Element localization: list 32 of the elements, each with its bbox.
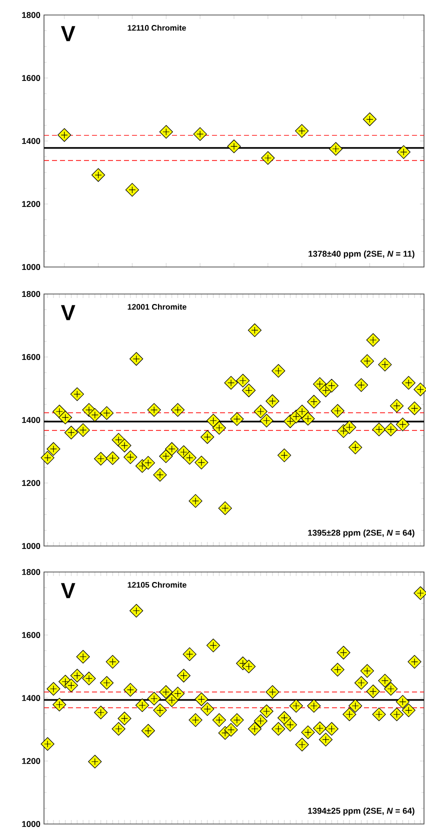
- annotation: V: [60, 26, 76, 42]
- annotation: 1395±28 ppm (2SE, N = 64): [308, 530, 414, 538]
- y-tick-label: 1400: [22, 138, 40, 144]
- point: [58, 128, 72, 142]
- annotation: 1394±25 ppm (2SE, N = 64): [308, 808, 414, 816]
- point: [328, 142, 343, 156]
- annotation: V: [60, 583, 76, 598]
- y-tick-label: 1200: [22, 758, 40, 764]
- y-tick-label: 1200: [22, 201, 40, 207]
- point: [396, 145, 410, 159]
- point: [261, 151, 275, 165]
- y-tick-label: 1000: [22, 264, 40, 270]
- y-tick-label: 1000: [22, 821, 40, 827]
- point: [125, 183, 140, 197]
- point: [159, 125, 173, 139]
- y-tick-label: 1200: [22, 480, 40, 486]
- y-tick-label: 1600: [22, 75, 40, 81]
- y-tick-label: 1800: [22, 291, 40, 297]
- y-tick-label: 1800: [22, 569, 40, 575]
- y-tick-label: 1400: [22, 695, 40, 701]
- y-tick-label: 1800: [22, 12, 40, 18]
- annotation: 1378±40 ppm (2SE, N = 11): [308, 250, 414, 258]
- point: [295, 124, 309, 138]
- y-tick-label: 1400: [22, 417, 40, 423]
- point: [193, 127, 207, 141]
- y-tick-label: 1000: [22, 543, 40, 549]
- y-tick-label: 1600: [22, 632, 40, 638]
- point: [362, 112, 377, 126]
- y-tick-label: 1600: [22, 354, 40, 360]
- point: [91, 168, 106, 182]
- annotation: V: [60, 305, 76, 320]
- point: [227, 140, 241, 154]
